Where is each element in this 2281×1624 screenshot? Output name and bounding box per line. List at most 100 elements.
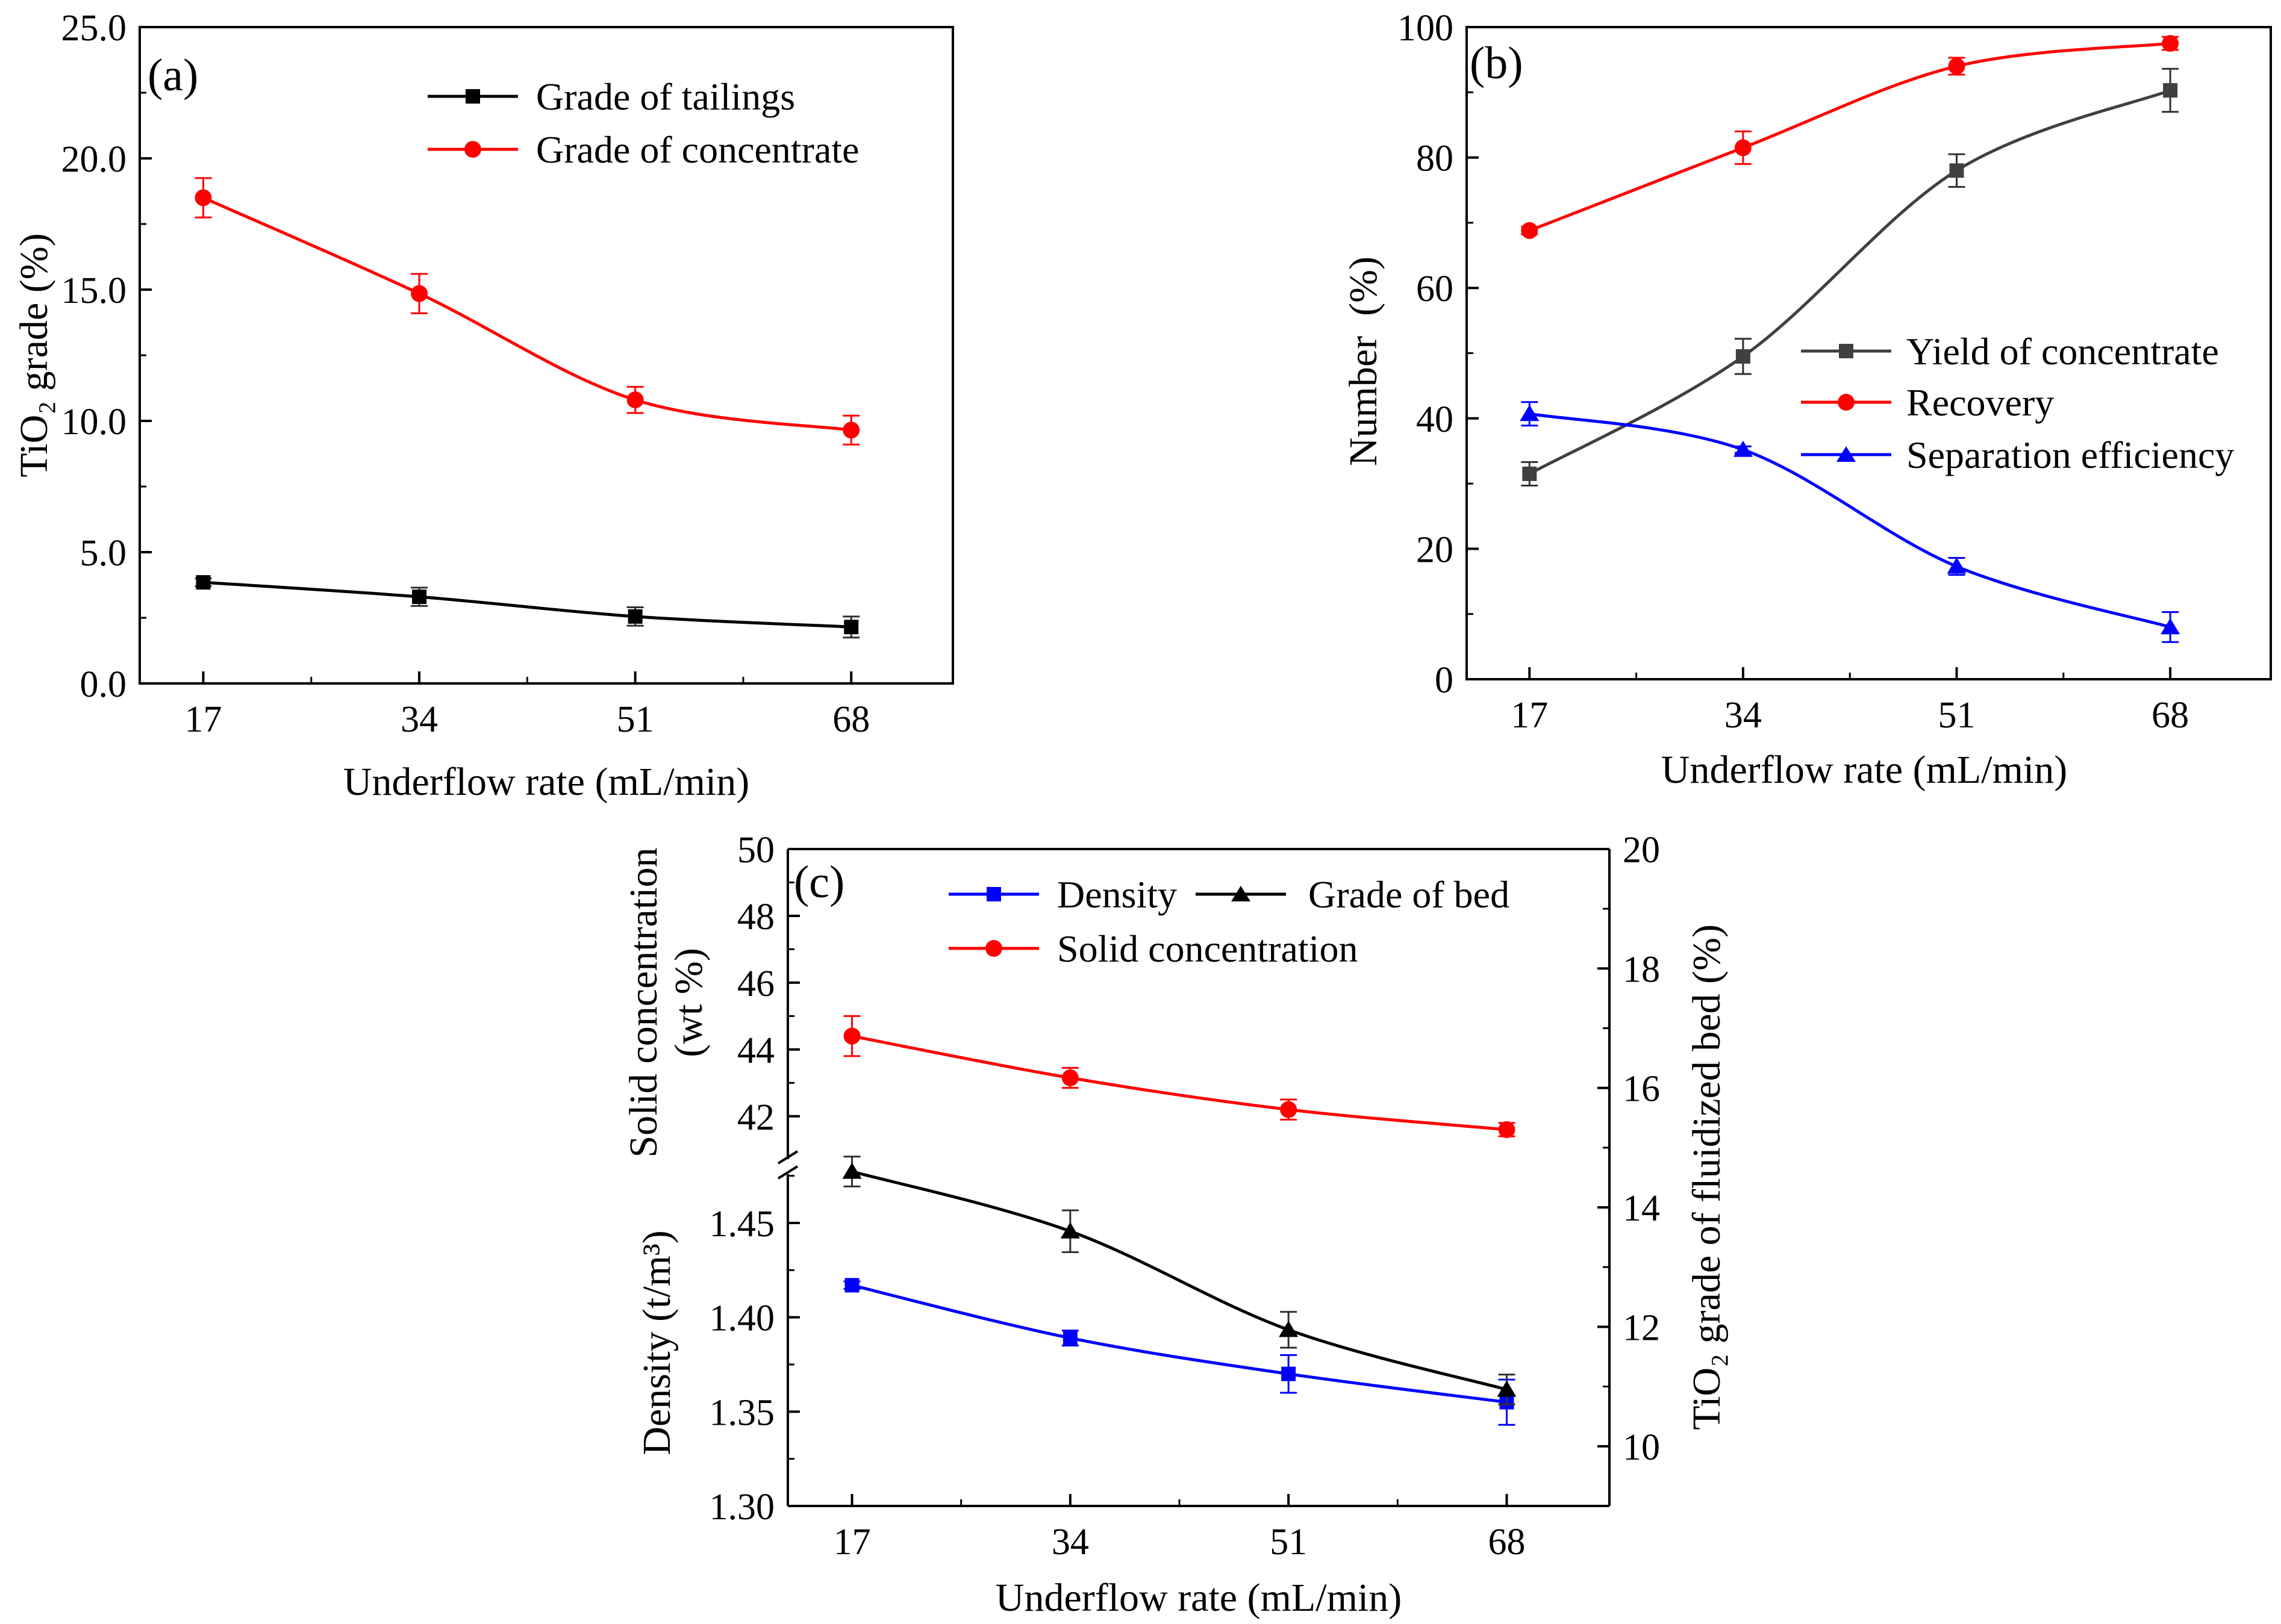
panel-a-y-title: TiO₂ grade (%) xyxy=(12,233,56,478)
y-left-top-tick-label: 42 xyxy=(737,1097,775,1138)
legend-label-bed: Grade of bed xyxy=(1308,873,1509,916)
recovery-point xyxy=(1948,57,1965,75)
y-tick-label: 100 xyxy=(1397,8,1453,49)
legend-marker-concentrate xyxy=(464,141,481,158)
x-tick-label: 34 xyxy=(1052,1522,1089,1563)
panel-a-legend: Grade of tailings Grade of concentrate xyxy=(428,75,860,171)
bed-grade-point xyxy=(842,1162,862,1179)
x-tick-label: 51 xyxy=(1270,1522,1307,1563)
recovery-point xyxy=(1521,222,1538,239)
x-tick-label: 51 xyxy=(1938,695,1976,736)
y-right-tick-label: 10 xyxy=(1623,1427,1660,1468)
legend-marker-yield xyxy=(1839,344,1853,358)
legend-marker-tailings xyxy=(466,89,480,104)
panel-a-y-axis: 0.0 5.0 10.0 15.0 20.0 25.0 xyxy=(61,8,152,705)
x-tick-label: 51 xyxy=(617,699,654,740)
y-left-top-tick-label: 44 xyxy=(737,1030,775,1071)
y-tick-label: 20 xyxy=(1416,529,1453,570)
legend-marker-bed xyxy=(1231,886,1250,901)
panel-b-label: (b) xyxy=(1470,38,1523,89)
y-left-top-tick-label: 46 xyxy=(737,963,775,1004)
legend-label-density: Density xyxy=(1057,873,1177,916)
density-point xyxy=(1281,1366,1296,1381)
concentrate-point xyxy=(195,189,212,207)
y-left-bottom-tick-label: 1.45 xyxy=(710,1204,775,1245)
y-left-bottom-tick-label: 1.35 xyxy=(710,1392,775,1433)
bed-grade-line xyxy=(851,1170,1508,1392)
panel-b-x-title: Underflow rate (mL/min) xyxy=(1661,748,2067,792)
legend-label-tailings: Grade of tailings xyxy=(536,75,795,118)
legend-label-separation: Separation efficiency xyxy=(1906,434,2234,476)
y-right-tick-label: 16 xyxy=(1623,1069,1660,1110)
tailings-point xyxy=(628,609,643,624)
separation-point xyxy=(1733,440,1753,457)
concentrate-point xyxy=(411,285,428,302)
panel-b-x-axis: 17 34 51 68 xyxy=(1511,667,2189,736)
recovery-point xyxy=(1734,139,1752,157)
y-tick-label: 25.0 xyxy=(61,8,127,49)
y-tick-label: 15.0 xyxy=(61,270,127,311)
panel-b-series xyxy=(1520,35,2180,643)
panel-c-y-title-top-line1: Solid concentration xyxy=(622,847,666,1157)
y-left-top-tick-label: 48 xyxy=(737,897,775,938)
legend-label-concentrate: Grade of concentrate xyxy=(536,128,860,171)
y-tick-label: 0.0 xyxy=(80,664,127,705)
x-tick-label: 17 xyxy=(834,1522,871,1563)
y-left-bottom-tick-label: 1.30 xyxy=(710,1487,775,1528)
y-tick-label: 60 xyxy=(1416,269,1453,310)
x-tick-label: 68 xyxy=(1488,1522,1526,1563)
yield-point xyxy=(1522,466,1537,481)
y-right-tick-label: 14 xyxy=(1623,1188,1660,1229)
panel-c-x-title: Underflow rate (mL/min) xyxy=(996,1576,1402,1620)
panel-c-series xyxy=(842,1015,1517,1426)
separation-point xyxy=(2161,618,2180,635)
panel-c-y-axis-bottom: 1.30 1.35 1.40 1.45 xyxy=(710,1175,800,1528)
panel-c-label: (c) xyxy=(794,857,844,907)
yield-point xyxy=(1949,163,1964,178)
panel-b-y-title: Number (%) xyxy=(1341,257,1385,466)
recovery-line xyxy=(1529,42,2171,232)
y-tick-label: 5.0 xyxy=(80,533,127,574)
y-right-tick-label: 12 xyxy=(1623,1307,1660,1348)
yield-point xyxy=(2163,83,2178,98)
y-tick-label: 20.0 xyxy=(61,139,127,180)
solid-concentration-line xyxy=(852,1034,1507,1131)
panel-c-axis-break-mark-2 xyxy=(777,1165,799,1180)
panel-c-axis-break-mark-1 xyxy=(777,1150,799,1165)
legend-label-solid: Solid concentration xyxy=(1057,927,1358,970)
tailings-point xyxy=(844,620,859,635)
separation-line xyxy=(1529,412,2171,629)
panel-a-x-axis: 17 34 51 68 xyxy=(184,671,870,740)
tailings-point xyxy=(196,575,211,590)
panel-c-y-axis-right: 10 12 14 16 18 20 xyxy=(1597,830,1660,1468)
panel-a: (a) 0.0 5.0 10.0 15.0 20.0 25.0 17 34 51 68 Unde… xyxy=(12,8,954,804)
legend-label-yield: Yield of concentrate xyxy=(1906,330,2219,373)
legend-marker-separation xyxy=(1836,446,1856,462)
y-tick-label: 80 xyxy=(1416,138,1453,179)
legend-marker-recovery xyxy=(1838,394,1855,411)
solid-concentration-point xyxy=(843,1027,861,1045)
panel-b-legend: Yield of concentrate Recovery Separation… xyxy=(1801,330,2234,476)
x-tick-label: 17 xyxy=(1511,695,1548,736)
density-point xyxy=(1062,1331,1078,1346)
separation-point xyxy=(1520,405,1540,422)
panel-a-x-title: Underflow rate (mL/min) xyxy=(343,760,749,804)
panel-c-y-axis-top: 42 44 46 48 50 xyxy=(737,830,800,1138)
legend-label-recovery: Recovery xyxy=(1906,381,2054,424)
y-right-tick-label: 18 xyxy=(1623,949,1660,990)
x-tick-label: 68 xyxy=(2152,695,2189,736)
y-tick-label: 10.0 xyxy=(61,402,127,443)
panel-a-series xyxy=(195,177,860,639)
panel-b: (b) 0 20 40 60 80 100 17 34 51 68 Underflow rate… xyxy=(1341,8,2272,792)
panel-c-y-title-top-line2: (wt %) xyxy=(667,948,711,1057)
yield-point xyxy=(1735,349,1750,364)
concentrate-point xyxy=(626,391,644,409)
panel-b-y-axis: 0 20 40 60 80 100 xyxy=(1397,8,1479,701)
solid-concentration-point xyxy=(1280,1101,1297,1118)
solid-concentration-point xyxy=(1498,1121,1515,1138)
legend-marker-density xyxy=(987,887,1001,901)
panel-a-label: (a) xyxy=(148,50,198,101)
tailings-line xyxy=(203,580,852,629)
separation-point xyxy=(1947,557,1967,574)
y-tick-label: 40 xyxy=(1416,399,1453,440)
